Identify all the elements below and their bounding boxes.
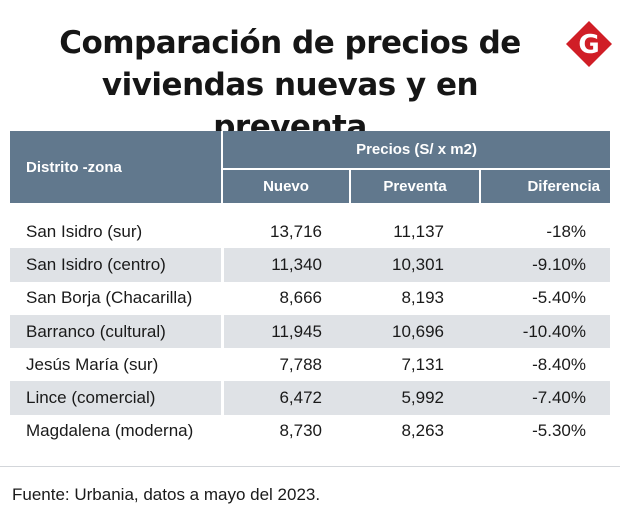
logo-letter: G xyxy=(578,30,599,60)
title-line-2: viviendas nuevas y en preventa xyxy=(101,67,479,145)
table-header: Distrito -zona Precios (S/ x m2) Nuevo P… xyxy=(10,131,611,203)
table-body: San Isidro (sur) 13,716 11,137 -18% San Isid… xyxy=(10,203,611,449)
header-difference: Diferencia xyxy=(480,169,611,203)
g-logo-icon: G xyxy=(566,21,612,67)
table-row: Magdalena (moderna) 8,730 8,263 -5.30% xyxy=(10,414,610,449)
district-cell: Jesús María (sur) xyxy=(10,348,224,382)
new-price-cell: 8,730 xyxy=(279,421,322,441)
logo-diamond xyxy=(566,21,612,67)
difference-cell: -10.40% xyxy=(480,314,611,349)
header-prices-group: Precios (S/ x m2) xyxy=(222,131,611,171)
table-row: Barranco (cultural) 11,945 10,696 -10.40% xyxy=(10,314,611,349)
difference-cell: -9.10% xyxy=(480,248,611,282)
difference-cell: -8.40% xyxy=(532,354,587,374)
title-line-1: Comparación de precios de xyxy=(59,25,521,61)
header-presale: Preventa xyxy=(350,169,481,203)
difference-cell: -5.40% xyxy=(532,288,587,308)
district-cell: San Borja (Chacarilla) xyxy=(10,281,224,315)
presale-price-cell: 7,131 xyxy=(401,354,444,374)
difference-cell: -18% xyxy=(546,221,587,241)
chart-title: Comparación de precios de viviendas nuev… xyxy=(30,22,550,148)
district-cell: Lince (comercial) xyxy=(10,381,224,415)
table-row: San Isidro (sur) 13,716 11,137 -18% xyxy=(10,215,610,249)
district-cell: San Isidro (sur) xyxy=(10,215,224,249)
district-cell: Magdalena (moderna) xyxy=(10,414,224,449)
table-row: Jesús María (sur) 7,788 7,131 -8.40% xyxy=(10,348,610,382)
presale-price-cell: 10,301 xyxy=(350,248,480,282)
presale-price-cell: 8,263 xyxy=(401,421,444,441)
source-note: Fuente: Urbania, datos a mayo del 2023. xyxy=(12,485,321,504)
new-price-cell: 11,945 xyxy=(222,314,350,349)
presale-price-cell: 10,696 xyxy=(350,314,480,349)
district-cell: San Isidro (centro) xyxy=(10,248,224,282)
new-price-cell: 7,788 xyxy=(279,354,322,374)
table-row: San Isidro (centro) 11,340 10,301 -9.10% xyxy=(10,248,611,282)
table-row: San Borja (Chacarilla) 8,666 8,193 -5.40% xyxy=(10,281,610,315)
difference-cell: -5.30% xyxy=(532,421,587,441)
header-new: Nuevo xyxy=(222,169,351,203)
new-price-cell: 13,716 xyxy=(270,221,322,241)
difference-cell: -7.40% xyxy=(480,381,611,415)
new-price-cell: 8,666 xyxy=(279,288,322,308)
footer-divider xyxy=(0,466,620,467)
presale-price-cell: 8,193 xyxy=(401,288,444,308)
new-price-cell: 6,472 xyxy=(222,381,350,415)
presale-price-cell: 11,137 xyxy=(393,221,444,241)
presale-price-cell: 5,992 xyxy=(350,381,480,415)
price-table: Distrito -zona Precios (S/ x m2) Nuevo P… xyxy=(10,131,611,449)
new-price-cell: 11,340 xyxy=(222,248,350,282)
header-district: Distrito -zona xyxy=(10,131,223,203)
district-cell: Barranco (cultural) xyxy=(10,314,224,349)
table-row: Lince (comercial) 6,472 5,992 -7.40% xyxy=(10,381,611,415)
